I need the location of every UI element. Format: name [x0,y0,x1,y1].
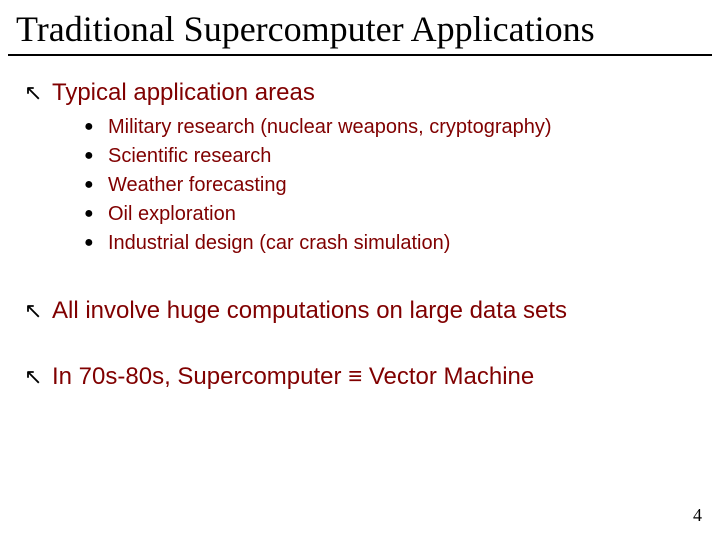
bullet-level1: ↖ Typical application areas [24,78,700,108]
sublist: ● Military research (nuclear weapons, cr… [84,114,700,256]
arrow-icon: ↖ [24,362,52,392]
bullet-text: All involve huge computations on large d… [52,296,567,326]
sub-bullet-text: Industrial design (car crash simulation) [108,230,450,256]
dot-icon: ● [84,201,108,227]
arrow-icon: ↖ [24,78,52,108]
page-number: 4 [693,505,702,526]
dot-icon: ● [84,143,108,169]
spacer [24,326,700,350]
spacer [24,256,700,284]
sub-bullet-text: Scientific research [108,143,271,169]
dot-icon: ● [84,114,108,140]
bullet-level2: ● Military research (nuclear weapons, cr… [84,114,700,140]
bullet-level1: ↖ All involve huge computations on large… [24,296,700,326]
slide-content: ↖ Typical application areas ● Military r… [0,56,720,392]
bullet-level1: ↖ In 70s-80s, Supercomputer ≡ Vector Mac… [24,362,700,392]
bullet-text: Typical application areas [52,78,315,108]
dot-icon: ● [84,172,108,198]
dot-icon: ● [84,230,108,256]
bullet-level2: ● Scientific research [84,143,700,169]
slide: Traditional Supercomputer Applications ↖… [0,0,720,540]
slide-title: Traditional Supercomputer Applications [8,0,712,56]
bullet-text: In 70s-80s, Supercomputer ≡ Vector Machi… [52,362,534,392]
bullet-level2: ● Weather forecasting [84,172,700,198]
sub-bullet-text: Weather forecasting [108,172,287,198]
bullet-level2: ● Oil exploration [84,201,700,227]
arrow-icon: ↖ [24,296,52,326]
sub-bullet-text: Military research (nuclear weapons, cryp… [108,114,552,140]
bullet-level2: ● Industrial design (car crash simulatio… [84,230,700,256]
sub-bullet-text: Oil exploration [108,201,236,227]
